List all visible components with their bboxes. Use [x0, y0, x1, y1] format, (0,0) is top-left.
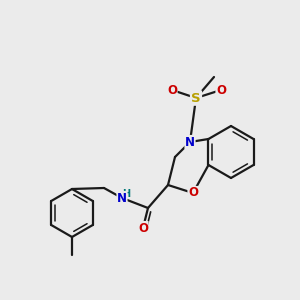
Text: N: N [185, 136, 195, 148]
Text: O: O [138, 221, 148, 235]
Text: H: H [122, 189, 130, 199]
Text: S: S [191, 92, 201, 104]
Text: O: O [216, 83, 226, 97]
Text: O: O [167, 83, 177, 97]
Text: N: N [117, 191, 127, 205]
Text: O: O [188, 187, 198, 200]
